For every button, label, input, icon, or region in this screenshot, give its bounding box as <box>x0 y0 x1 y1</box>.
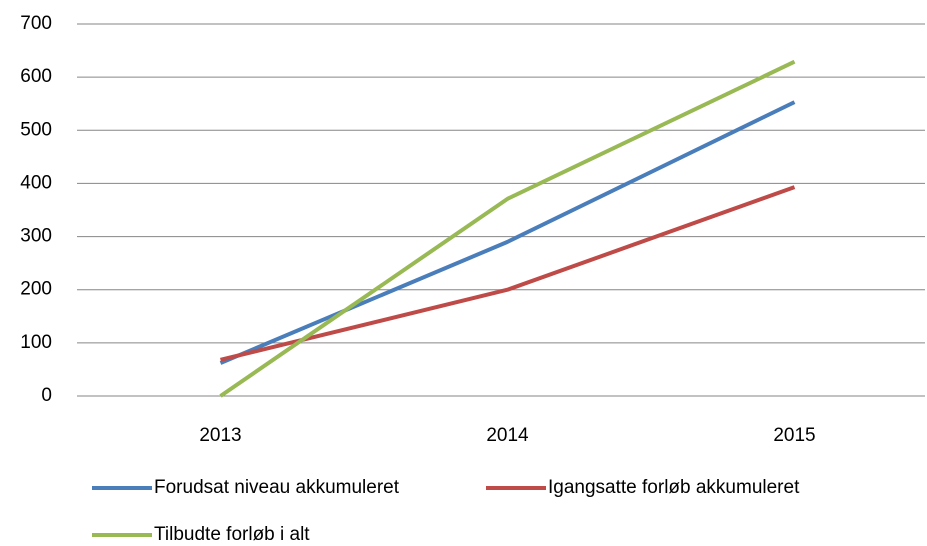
series-line <box>219 59 796 398</box>
legend-label: Igangsatte forløb akkumuleret <box>548 477 800 498</box>
y-tick-label: 300 <box>20 226 52 247</box>
x-tick-label: 2013 <box>199 425 241 446</box>
legend-label: Tilbudte forløb i alt <box>154 524 310 545</box>
x-tick-label: 2015 <box>773 425 815 446</box>
y-tick-label: 400 <box>20 172 52 193</box>
x-tick-label: 2014 <box>486 425 529 446</box>
series-line <box>219 100 796 365</box>
y-tick-label: 0 <box>41 385 52 406</box>
y-tick-label: 700 <box>20 13 52 34</box>
legend-label: Forudsat niveau akkumuleret <box>154 477 400 498</box>
y-tick-label: 200 <box>20 279 52 300</box>
y-tick-label: 500 <box>20 119 52 140</box>
y-tick-label: 100 <box>20 332 52 353</box>
series-line <box>220 185 796 362</box>
y-tick-label: 600 <box>20 66 52 87</box>
